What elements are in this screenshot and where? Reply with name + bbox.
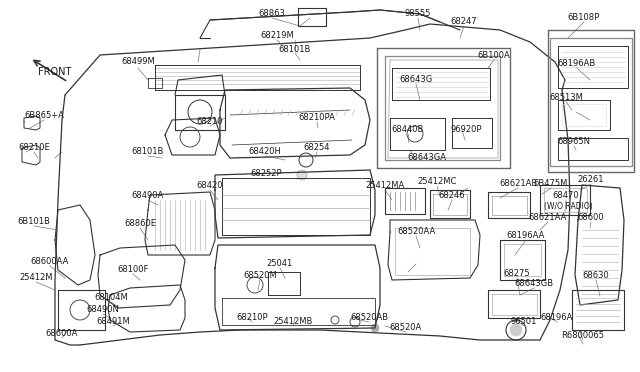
Text: 96501: 96501 bbox=[511, 317, 537, 327]
Text: 6B865+A: 6B865+A bbox=[24, 112, 64, 121]
Text: 68420H: 68420H bbox=[248, 148, 282, 157]
Text: 68643GB: 68643GB bbox=[515, 279, 554, 289]
Text: 68863: 68863 bbox=[259, 10, 285, 19]
Text: 68491M: 68491M bbox=[96, 317, 130, 327]
Text: 96920P: 96920P bbox=[451, 125, 482, 135]
Text: 68275: 68275 bbox=[504, 269, 531, 279]
Text: 68246: 68246 bbox=[438, 192, 465, 201]
Text: 68513M: 68513M bbox=[549, 93, 583, 103]
Text: 6B108P: 6B108P bbox=[568, 13, 600, 22]
Text: 68196AA: 68196AA bbox=[507, 231, 545, 241]
Text: 25412M: 25412M bbox=[19, 273, 52, 282]
Text: 68210PA: 68210PA bbox=[299, 113, 335, 122]
Text: 68196A: 68196A bbox=[541, 314, 573, 323]
Text: 68643GA: 68643GA bbox=[408, 154, 447, 163]
Text: 25412MB: 25412MB bbox=[273, 317, 313, 327]
Text: 68196AB: 68196AB bbox=[558, 60, 596, 68]
Text: 98555: 98555 bbox=[405, 10, 431, 19]
Text: 25412MC: 25412MC bbox=[417, 177, 457, 186]
Text: 68210: 68210 bbox=[196, 118, 223, 126]
Text: 68420: 68420 bbox=[196, 182, 223, 190]
Text: 25412MA: 25412MA bbox=[365, 182, 404, 190]
Text: 68520A: 68520A bbox=[390, 324, 422, 333]
Text: 68600AA: 68600AA bbox=[31, 257, 69, 266]
Text: 6B101B: 6B101B bbox=[17, 218, 51, 227]
Text: 68101B: 68101B bbox=[279, 45, 311, 54]
Text: 68600A: 68600A bbox=[46, 330, 78, 339]
Text: 68210E: 68210E bbox=[18, 144, 50, 153]
Text: 68520AA: 68520AA bbox=[397, 228, 435, 237]
Text: 68621AA: 68621AA bbox=[529, 214, 567, 222]
Circle shape bbox=[297, 170, 307, 180]
Text: FRONT: FRONT bbox=[38, 67, 72, 77]
Text: 25041: 25041 bbox=[267, 260, 293, 269]
Text: 68965N: 68965N bbox=[557, 138, 591, 147]
Text: 68100F: 68100F bbox=[117, 266, 148, 275]
Text: (W/O RADIO): (W/O RADIO) bbox=[543, 202, 593, 212]
Text: 26261: 26261 bbox=[578, 176, 604, 185]
Text: 68247: 68247 bbox=[451, 17, 477, 26]
Circle shape bbox=[371, 324, 379, 332]
Text: R6800065: R6800065 bbox=[561, 331, 605, 340]
Text: 68643G: 68643G bbox=[399, 76, 433, 84]
Text: 68860E: 68860E bbox=[124, 219, 156, 228]
Text: 68520AB: 68520AB bbox=[350, 314, 388, 323]
Text: 6B100A: 6B100A bbox=[477, 51, 510, 61]
Text: 68252P: 68252P bbox=[250, 170, 282, 179]
Text: 6B475M: 6B475M bbox=[534, 180, 568, 189]
Text: 68210P: 68210P bbox=[236, 314, 268, 323]
Text: 68101B: 68101B bbox=[132, 148, 164, 157]
Text: 68104M: 68104M bbox=[94, 294, 128, 302]
Text: 68621AB: 68621AB bbox=[499, 180, 537, 189]
Text: 68440B: 68440B bbox=[392, 125, 424, 135]
Text: 68470: 68470 bbox=[553, 192, 579, 201]
Text: 68600: 68600 bbox=[578, 214, 604, 222]
Circle shape bbox=[510, 324, 522, 336]
Text: 68490N: 68490N bbox=[86, 305, 120, 314]
Text: 68520M: 68520M bbox=[243, 272, 277, 280]
Text: 68254: 68254 bbox=[304, 144, 330, 153]
Text: 68630: 68630 bbox=[582, 272, 609, 280]
Text: 68490A: 68490A bbox=[132, 192, 164, 201]
Text: 68499M: 68499M bbox=[121, 58, 155, 67]
Text: 68219M: 68219M bbox=[260, 32, 294, 41]
